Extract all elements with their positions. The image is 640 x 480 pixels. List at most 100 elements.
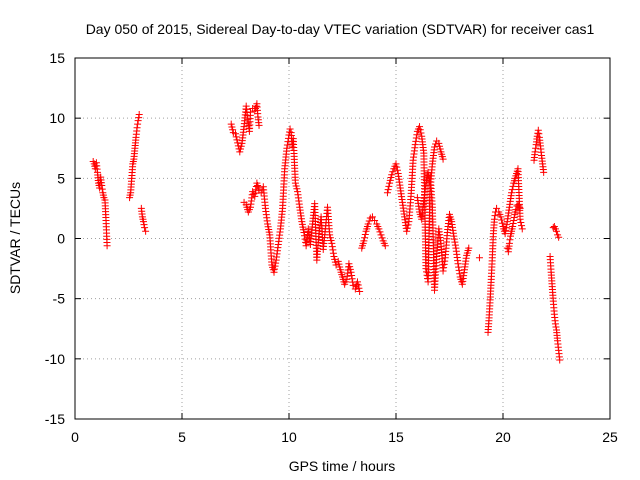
data-point-marker (403, 227, 411, 235)
data-point-marker (498, 216, 506, 224)
data-point-marker (455, 263, 463, 271)
data-point-marker (371, 216, 379, 224)
data-point-marker (135, 114, 143, 122)
grid-lines (75, 58, 610, 419)
data-point-marker (518, 225, 526, 233)
data-point-marker (498, 219, 506, 227)
data-point-marker (286, 125, 294, 133)
data-point-marker (497, 213, 505, 221)
data-point-marker (365, 217, 373, 225)
y-axis-label: SDTVAR / TECUs (7, 182, 23, 294)
data-point-marker (354, 281, 362, 289)
data-point-marker (353, 278, 361, 286)
data-point-marker (555, 233, 563, 241)
x-tick-label: 20 (495, 429, 511, 445)
data-point-marker (142, 227, 150, 235)
series-cas1-arc-8 (413, 137, 447, 223)
data-point-marker (532, 144, 540, 152)
data-point-marker (139, 218, 147, 226)
series-cas1-arc-5 (240, 125, 364, 295)
data-point-marker (393, 163, 401, 171)
data-point-marker (356, 287, 364, 295)
data-point-marker (360, 237, 368, 245)
x-tick-label: 0 (71, 429, 79, 445)
data-point-marker (251, 189, 259, 197)
data-point-marker (383, 189, 391, 197)
data-point-marker (140, 221, 148, 229)
data-point-marker (517, 218, 525, 226)
data-point-marker (508, 189, 516, 197)
data-point-marker (510, 216, 518, 224)
data-point-marker (134, 117, 142, 125)
data-point-marker (556, 356, 564, 364)
series-cas1-arc-9 (475, 254, 483, 262)
data-point-marker (432, 140, 440, 148)
data-point-marker (329, 249, 337, 257)
data-point-marker (516, 204, 524, 212)
data-point-marker (347, 268, 355, 276)
data-point-marker (413, 131, 421, 139)
data-point-marker (246, 108, 254, 116)
data-point-marker (271, 262, 279, 270)
data-point-marker (450, 232, 458, 240)
data-point-marker (439, 267, 447, 275)
data-point-marker (502, 227, 510, 235)
data-point-marker (552, 323, 560, 331)
y-tick-label: 5 (57, 170, 65, 186)
axis-ticks: 0 5 10 15 20 25 -15 -10 -5 0 5 10 15 (45, 50, 618, 445)
data-point-marker (233, 136, 241, 144)
data-point-marker (328, 239, 336, 247)
data-point-marker (389, 168, 397, 176)
data-point-marker (455, 266, 463, 274)
y-tick-label: -5 (53, 291, 66, 307)
data-point-marker (451, 241, 459, 249)
data-point-marker (348, 272, 356, 280)
data-point-marker (456, 270, 464, 278)
data-point-marker (490, 215, 498, 223)
data-point-marker (454, 260, 462, 268)
data-points (89, 100, 564, 364)
data-point-marker (516, 215, 524, 223)
data-point-marker (441, 257, 449, 265)
data-point-marker (332, 261, 340, 269)
data-point-marker (531, 148, 539, 156)
y-tick-label: -15 (45, 411, 65, 427)
data-point-marker (534, 129, 542, 137)
chart-title: Day 050 of 2015, Sidereal Day-to-day VTE… (86, 21, 595, 37)
data-point-marker (509, 222, 517, 230)
data-point-marker (540, 168, 548, 176)
data-point-marker (412, 137, 420, 145)
data-point-marker (534, 126, 542, 134)
data-point-marker (491, 212, 499, 220)
series-cas1-arc-11 (503, 201, 524, 256)
data-point-marker (134, 120, 142, 128)
data-point-marker (416, 126, 424, 134)
data-point-marker (232, 133, 240, 141)
series-cas1-arc-14 (549, 222, 563, 241)
x-tick-label: 25 (602, 429, 618, 445)
series-cas1-arc-10 (484, 165, 526, 336)
data-point-marker (506, 236, 514, 244)
data-point-marker (501, 230, 509, 238)
data-point-marker (510, 213, 518, 221)
data-point-marker (503, 221, 511, 229)
data-point-marker (553, 227, 560, 235)
data-point-marker (381, 242, 389, 250)
data-point-marker (283, 141, 291, 149)
series-cas1-arc-6 (358, 213, 389, 252)
data-point-marker (98, 182, 106, 190)
data-point-marker (512, 206, 520, 214)
data-point-marker (368, 213, 376, 221)
data-point-marker (234, 139, 242, 147)
data-point-marker (98, 185, 106, 193)
data-point-marker (361, 230, 369, 238)
data-point-marker (328, 243, 336, 251)
data-point-marker (272, 259, 280, 267)
data-point-marker (361, 234, 369, 242)
data-point-marker (393, 166, 401, 174)
data-point-marker (283, 144, 291, 152)
data-point-marker (450, 235, 458, 243)
series-cas1-arc-2 (126, 111, 143, 202)
data-point-marker (403, 224, 411, 232)
